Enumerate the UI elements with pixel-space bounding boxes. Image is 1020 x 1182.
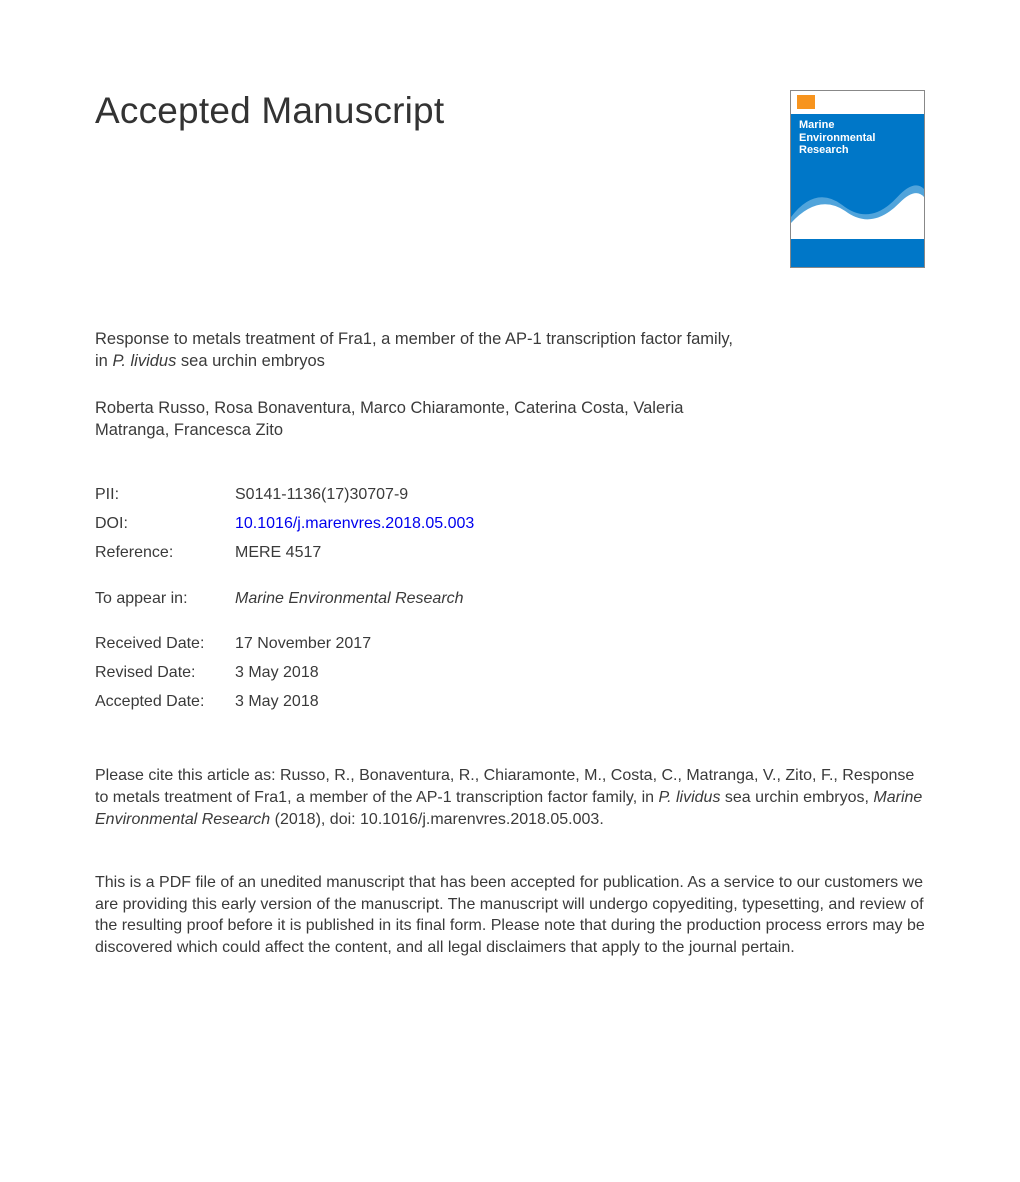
meta-label: DOI: <box>95 512 235 535</box>
journal-cover-title: Marine Environmental Research <box>799 119 875 157</box>
meta-row-received: Received Date: 17 November 2017 <box>95 632 925 655</box>
disclaimer-text: This is a PDF file of an unedited manusc… <box>95 872 925 958</box>
meta-value-accepted: 3 May 2018 <box>235 690 319 713</box>
meta-value-pii: S0141-1136(17)30707-9 <box>235 483 408 506</box>
article-title: Response to metals treatment of Fra1, a … <box>95 328 735 373</box>
meta-row-doi: DOI: 10.1016/j.marenvres.2018.05.003 <box>95 512 925 535</box>
citation-text: Please cite this article as: Russo, R., … <box>95 765 925 830</box>
meta-label: Revised Date: <box>95 661 235 684</box>
meta-value-revised: 3 May 2018 <box>235 661 319 684</box>
cover-title-line: Marine <box>799 119 834 131</box>
meta-row-reference: Reference: MERE 4517 <box>95 541 925 564</box>
journal-cover-thumbnail: Marine Environmental Research <box>790 90 925 268</box>
meta-label: Reference: <box>95 541 235 564</box>
meta-value-received: 17 November 2017 <box>235 632 371 655</box>
cover-title-line: Research <box>799 144 849 156</box>
meta-row-revised: Revised Date: 3 May 2018 <box>95 661 925 684</box>
page-title: Accepted Manuscript <box>95 90 444 132</box>
doi-link[interactable]: 10.1016/j.marenvres.2018.05.003 <box>235 512 474 535</box>
cover-title-line: Environmental <box>799 132 875 144</box>
meta-value-reference: MERE 4517 <box>235 541 321 564</box>
cover-wave-art <box>791 167 924 239</box>
meta-value-journal: Marine Environmental Research <box>235 587 464 610</box>
meta-row-to-appear: To appear in: Marine Environmental Resea… <box>95 587 925 610</box>
cover-caption <box>791 254 924 261</box>
meta-label: Accepted Date: <box>95 690 235 713</box>
metadata-table: PII: S0141-1136(17)30707-9 DOI: 10.1016/… <box>95 483 925 713</box>
meta-row-accepted: Accepted Date: 3 May 2018 <box>95 690 925 713</box>
meta-label: To appear in: <box>95 587 235 610</box>
meta-label: Received Date: <box>95 632 235 655</box>
meta-label: PII: <box>95 483 235 506</box>
article-authors: Roberta Russo, Rosa Bonaventura, Marco C… <box>95 397 735 442</box>
meta-row-pii: PII: S0141-1136(17)30707-9 <box>95 483 925 506</box>
publisher-logo-icon <box>797 95 815 109</box>
